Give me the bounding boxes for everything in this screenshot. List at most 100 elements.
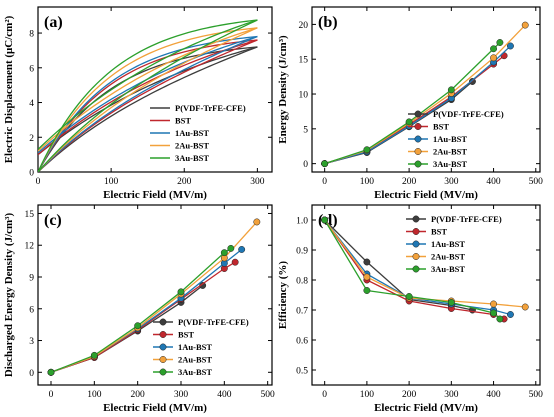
x-tick-label: 0 xyxy=(36,177,41,187)
x-tick-label: 100 xyxy=(87,390,102,400)
y-tick-label: 8 xyxy=(29,30,34,40)
x-tick-label: 500 xyxy=(529,177,544,187)
loop-upper-curve xyxy=(38,27,258,172)
legend-swatch-marker xyxy=(412,253,420,260)
data-point xyxy=(490,45,498,53)
y-tick-label: 10 xyxy=(299,91,309,101)
legend-label: P(VDF-TrFE-CFE) xyxy=(433,109,504,119)
panel-label: (c) xyxy=(44,212,62,229)
plot-area xyxy=(38,19,258,172)
loop-charge-curve xyxy=(38,46,258,172)
legend-label: 3Au-BST xyxy=(178,367,212,377)
x-tick-label: 300 xyxy=(444,390,459,400)
x-tick-label: 100 xyxy=(360,177,375,187)
data-point xyxy=(447,86,455,94)
legend-swatch-marker xyxy=(412,215,420,223)
legend-label: 1Au-BST xyxy=(175,128,209,138)
y-tick-label: 9 xyxy=(29,274,34,284)
plot-area xyxy=(321,216,529,323)
x-tick-label: 300 xyxy=(444,177,459,187)
x-axis-title: Electric Field (MV/m) xyxy=(374,402,478,414)
plot-frame xyxy=(311,204,541,386)
loop-upper-curve xyxy=(38,35,258,172)
x-tick-label: 400 xyxy=(486,177,501,187)
legend-swatch-marker xyxy=(159,343,167,351)
legend-label: 2Au-BST xyxy=(175,141,209,151)
legend-label: P(VDF-TrFE-CFE) xyxy=(175,103,246,113)
data-point xyxy=(90,351,98,359)
data-point xyxy=(238,246,246,253)
legend-label: BST xyxy=(175,116,191,126)
loop-discharge-curve xyxy=(38,39,258,156)
data-point xyxy=(47,368,55,376)
loop-charge-curve xyxy=(38,19,258,172)
y-tick-label: 12 xyxy=(25,242,35,252)
y-tick-label: 2 xyxy=(29,134,34,144)
y-tick-label: 0.9 xyxy=(296,247,308,257)
data-point xyxy=(321,216,329,224)
legend-swatch-marker xyxy=(159,331,167,338)
x-tick-label: 200 xyxy=(402,390,417,400)
loop-discharge-curve xyxy=(38,46,258,156)
y-tick-label: 4 xyxy=(29,99,34,109)
chart-panel: 0 100 200 300 400 500 0 3 6 9 12 15 Electric Field (… xyxy=(3,204,275,414)
legend-label: 2Au-BST xyxy=(431,252,465,262)
legend-label: P(VDF-TrFE-CFE) xyxy=(178,317,249,327)
loop-charge-curve xyxy=(38,35,258,172)
data-point xyxy=(496,315,504,323)
legend-swatch-marker xyxy=(414,148,422,155)
y-tick-label: 0 xyxy=(303,160,308,170)
legend-label: 2Au-BST xyxy=(178,355,212,365)
data-point xyxy=(447,299,455,306)
legend-swatch-marker xyxy=(412,228,420,235)
panel-label: (b) xyxy=(318,14,338,31)
chart-panel: 0 100 200 300 400 500 0.5 0.6 0.7 0.8 0.9 1.0 Electr… xyxy=(277,204,543,414)
data-point xyxy=(363,287,371,294)
loop-charge-curve xyxy=(38,27,258,172)
loop-discharge-curve xyxy=(38,27,258,152)
legend-label: 3Au-BST xyxy=(175,153,209,163)
data-point xyxy=(490,54,498,62)
data-point xyxy=(521,21,529,29)
y-tick-label: 20 xyxy=(299,21,309,31)
legend-label: 1Au-BST xyxy=(433,134,467,144)
x-axis-title: Electric Field (MV/m) xyxy=(103,402,207,414)
y-tick-label: 5 xyxy=(303,125,308,135)
x-tick-label: 400 xyxy=(486,390,501,400)
x-tick-label: 100 xyxy=(104,177,119,187)
data-point xyxy=(177,288,185,296)
y-tick-label: 6 xyxy=(29,305,34,315)
data-point xyxy=(490,309,498,317)
data-point xyxy=(363,258,371,266)
series-line xyxy=(324,45,511,165)
data-point xyxy=(231,258,239,266)
x-tick-label: 0 xyxy=(322,390,327,400)
loop-charge-curve xyxy=(38,39,258,172)
legend-label: 1Au-BST xyxy=(178,342,212,352)
legend-label: BST xyxy=(431,227,447,237)
data-point xyxy=(506,42,514,50)
x-tick-label: 300 xyxy=(174,390,189,400)
x-tick-label: 400 xyxy=(217,390,232,400)
y-tick-label: 0.8 xyxy=(296,277,308,287)
y-tick-label: 6 xyxy=(29,64,34,74)
x-axis-title: Electric Field (MV/m) xyxy=(103,189,207,201)
y-tick-label: 0.7 xyxy=(296,307,308,317)
data-point xyxy=(506,311,514,318)
x-tick-label: 0 xyxy=(322,177,327,187)
series-line xyxy=(324,42,501,165)
plot-frame xyxy=(37,204,273,386)
plot-frame xyxy=(37,6,273,173)
plot-frame xyxy=(311,6,541,173)
legend-label: P(VDF-TrFE-CFE) xyxy=(431,214,502,224)
data-point xyxy=(134,322,142,330)
chart-panel: 0 100 200 300 0 2 4 6 8 Electric Field (MV/m) Elec… xyxy=(3,6,273,201)
x-tick-label: 200 xyxy=(131,390,146,400)
y-tick-label: 0.6 xyxy=(296,337,308,347)
legend-swatch-marker xyxy=(159,318,167,326)
legend-label: 3Au-BST xyxy=(431,264,465,274)
y-tick-label: 1.0 xyxy=(296,217,308,227)
y-tick-label: 0 xyxy=(29,369,34,379)
legend-swatch-marker xyxy=(414,110,422,118)
data-point xyxy=(321,160,329,168)
